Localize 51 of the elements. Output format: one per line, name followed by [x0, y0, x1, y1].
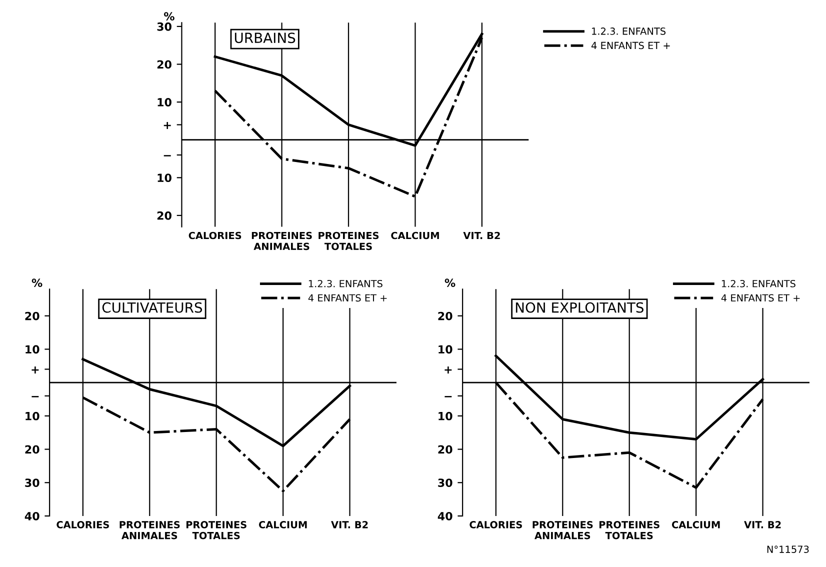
legend-label: 4 ENFANTS ET +: [308, 294, 387, 302]
y-tick-label: +: [164, 122, 171, 129]
y-tick-label: 40: [438, 512, 452, 520]
x-tick-label: VIT. B2: [463, 232, 500, 240]
y-tick-label: 10: [26, 412, 40, 420]
x-tick-label: CALCIUM: [672, 521, 720, 528]
y-tick-label: 10: [158, 98, 172, 106]
y-tick-label: 20: [157, 60, 172, 69]
x-tick-label: CALORIES: [188, 232, 242, 240]
x-tick-label: PROTEINES TOTALES: [186, 521, 246, 540]
x-tick-label: CALORIES: [56, 521, 109, 528]
x-tick-label: CALORIES: [470, 521, 522, 528]
x-tick-label: VIT. B2: [744, 521, 781, 528]
y-tick-label: +: [444, 366, 452, 374]
y-tick-label: 30: [438, 478, 452, 487]
text: CULTIVATEURS: [102, 302, 202, 313]
y-tick-label: −: [164, 155, 171, 156]
x-tick-label: PROTEINES ANIMALES: [532, 521, 593, 540]
y-tick-label: 20: [25, 312, 40, 320]
y-tick-label: 10: [158, 174, 172, 182]
text: NON EXPLOITANTS: [516, 302, 644, 313]
y-tick-label: 10: [438, 345, 452, 354]
y-tick-label: 40: [24, 512, 40, 520]
y-tick-label: 30: [157, 22, 172, 31]
x-tick-label: CALCIUM: [258, 521, 307, 528]
y-tick-label: 20: [438, 312, 452, 320]
y-tick-label: 20: [25, 445, 40, 454]
y-tick-label: 30: [25, 478, 40, 487]
y-tick-label: +: [32, 366, 39, 374]
y-tick-label: 20: [438, 445, 452, 454]
legend-label: 4 ENFANTS ET +: [591, 42, 670, 50]
legend-label: 1.2.3. ENFANTS: [592, 28, 666, 35]
legend-label: 1.2.3. ENFANTS: [308, 280, 382, 288]
y-tick-label: −: [444, 396, 452, 398]
x-tick-label: PROTEINES TOTALES: [318, 232, 379, 250]
y-tick-label: −: [32, 396, 39, 398]
legend-label: 1.2.3. ENFANTS: [722, 280, 796, 288]
y-axis-title: %: [444, 278, 456, 288]
x-tick-label: PROTEINES ANIMALES: [252, 232, 312, 250]
y-tick-label: 20: [157, 211, 172, 220]
y-tick-label: 10: [438, 412, 452, 420]
text: N°11573: [767, 546, 809, 553]
legend-label: 4 ENFANTS ET +: [721, 294, 800, 302]
x-tick-label: VIT. B2: [331, 521, 368, 528]
x-tick-label: PROTEINES TOTALES: [599, 521, 660, 540]
y-axis-title: %: [32, 278, 42, 288]
y-tick-label: 10: [26, 345, 40, 354]
x-tick-label: PROTEINES ANIMALES: [120, 521, 180, 540]
text: URBAINS: [234, 32, 296, 44]
y-axis-title: %: [164, 12, 174, 21]
x-tick-label: CALCIUM: [391, 232, 439, 240]
